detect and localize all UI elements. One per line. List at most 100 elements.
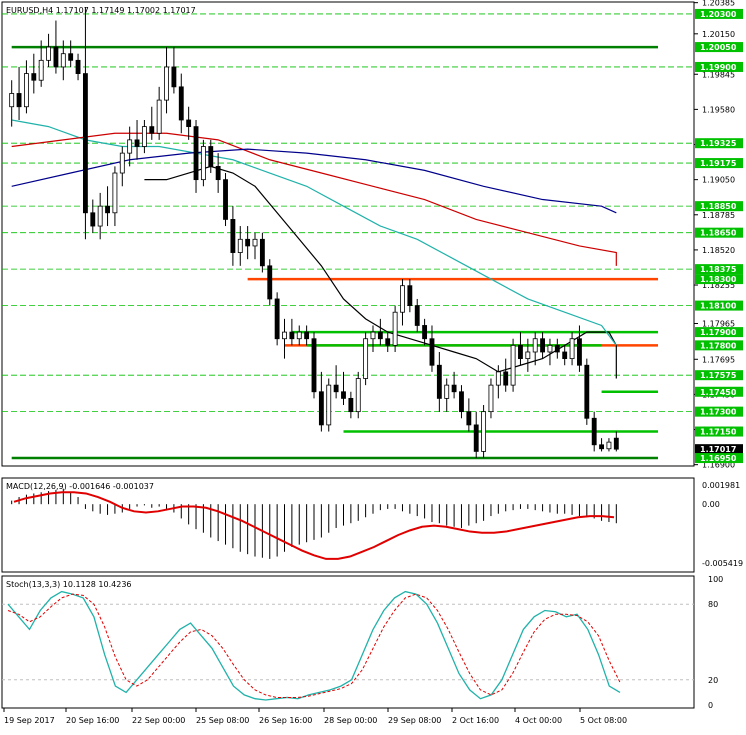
- candle-body: [237, 238, 243, 253]
- candle-body: [591, 417, 597, 446]
- candle-body: [134, 139, 140, 147]
- candle-body: [274, 298, 280, 340]
- price-badge: [695, 227, 743, 238]
- price-badge-label: 1.18650: [700, 229, 737, 238]
- candle-body: [38, 59, 44, 81]
- candle-body: [311, 338, 317, 393]
- candle-body: [82, 73, 88, 214]
- candle-body: [149, 126, 155, 134]
- price-tick-label: 1.19845: [702, 70, 735, 79]
- candle-body: [267, 265, 273, 300]
- macd-title: MACD(12,26,9) -0.001646 -0.001037: [6, 482, 154, 491]
- candle-body: [60, 53, 66, 68]
- candle-body: [407, 285, 413, 306]
- price-badge: [695, 406, 743, 417]
- candle-body: [429, 338, 435, 366]
- stoch-title: Stoch(13,3,3) 10.1128 10.4236: [6, 580, 132, 589]
- candle-body: [547, 344, 553, 353]
- price-tick-label: 1.18520: [702, 246, 735, 255]
- stoch-tick-label: 100: [708, 575, 723, 584]
- candle-body: [289, 331, 295, 340]
- x-tick-label: 4 Oct 00:00: [515, 716, 562, 725]
- candle-body: [488, 384, 494, 413]
- candle-body: [503, 371, 509, 386]
- price-badge-label: 1.18300: [700, 275, 737, 284]
- price-badge-label: 1.19325: [700, 139, 737, 148]
- candle-body: [127, 139, 133, 154]
- price-badge-label: 1.17900: [700, 328, 737, 337]
- candle-body: [569, 338, 575, 360]
- price-badge: [695, 158, 743, 169]
- stoch-tick-label: 80: [708, 600, 718, 609]
- moving-average-line: [11, 119, 617, 346]
- candle-body: [16, 93, 22, 108]
- stoch-tick-label: 0: [708, 701, 713, 710]
- price-tick-label: 1.17965: [702, 319, 735, 328]
- price-tick-label: 1.19580: [702, 105, 735, 114]
- price-tick-label: 1.19050: [702, 176, 735, 185]
- stoch-panel-frame: [1, 575, 695, 709]
- price-badge-label: 1.18850: [700, 202, 737, 211]
- price-tick-label: 1.16900: [702, 461, 735, 470]
- x-tick-label: 25 Sep 08:00: [196, 716, 249, 725]
- candle-body: [473, 424, 479, 452]
- candle-body: [436, 364, 442, 399]
- price-tick-label: 1.20385: [702, 0, 735, 8]
- candle-body: [230, 219, 236, 253]
- candle-body: [532, 338, 538, 353]
- price-badge: [695, 370, 743, 381]
- price-panel-frame: [1, 1, 695, 467]
- price-badge: [695, 201, 743, 212]
- candle-body: [370, 331, 376, 340]
- candle-body: [31, 73, 37, 81]
- candle-body: [525, 351, 531, 360]
- price-badge-label: 1.18375: [700, 265, 737, 274]
- price-badge: [695, 386, 743, 397]
- candle-body: [392, 311, 398, 346]
- candle-body: [156, 99, 162, 134]
- price-badge-label: 1.19900: [700, 63, 737, 72]
- candle-body: [53, 46, 59, 68]
- candle-body: [97, 205, 103, 227]
- price-badge: [695, 138, 743, 149]
- x-tick-label: 19 Sep 2017: [4, 716, 55, 725]
- candle-body: [75, 59, 81, 74]
- candle-body: [606, 441, 612, 450]
- candle-body: [495, 371, 501, 386]
- x-tick-label: 20 Sep 16:00: [66, 716, 119, 725]
- chart-title: EURUSD,H4 1.17107 1.17149 1.17002 1.1701…: [6, 6, 196, 15]
- candle-body: [326, 384, 332, 426]
- candle-body: [613, 437, 619, 450]
- macd-tick-label: 0.001981: [702, 481, 740, 490]
- price-badge-label: 1.17017: [700, 445, 736, 454]
- moving-average-line: [144, 165, 617, 379]
- candle-body: [178, 86, 184, 121]
- price-badge: [695, 327, 743, 338]
- candle-body: [245, 238, 251, 247]
- candle-body: [304, 331, 310, 340]
- price-badge-label: 1.17300: [700, 408, 737, 417]
- stoch-signal-line: [7, 593, 621, 698]
- candle-body: [24, 73, 29, 108]
- candle-body: [466, 411, 472, 426]
- price-badge: [695, 453, 743, 464]
- candle-body: [223, 179, 228, 220]
- candle-body: [333, 384, 339, 393]
- macd-tick-label: 0.00: [702, 500, 720, 509]
- candle-body: [400, 285, 405, 313]
- x-tick-label: 29 Sep 08:00: [388, 716, 441, 725]
- candle-body: [186, 119, 192, 128]
- price-badge: [695, 300, 743, 311]
- candle-body: [252, 238, 258, 247]
- candle-body: [208, 146, 214, 167]
- macd-panel-frame: [1, 477, 695, 573]
- candle-body: [540, 338, 546, 353]
- candle-body: [341, 391, 346, 399]
- price-badge-label: 1.17150: [700, 428, 737, 437]
- price-badge-label: 1.19175: [700, 159, 737, 168]
- price-badge: [695, 274, 743, 285]
- candle-body: [577, 338, 582, 366]
- candle-body: [112, 172, 118, 214]
